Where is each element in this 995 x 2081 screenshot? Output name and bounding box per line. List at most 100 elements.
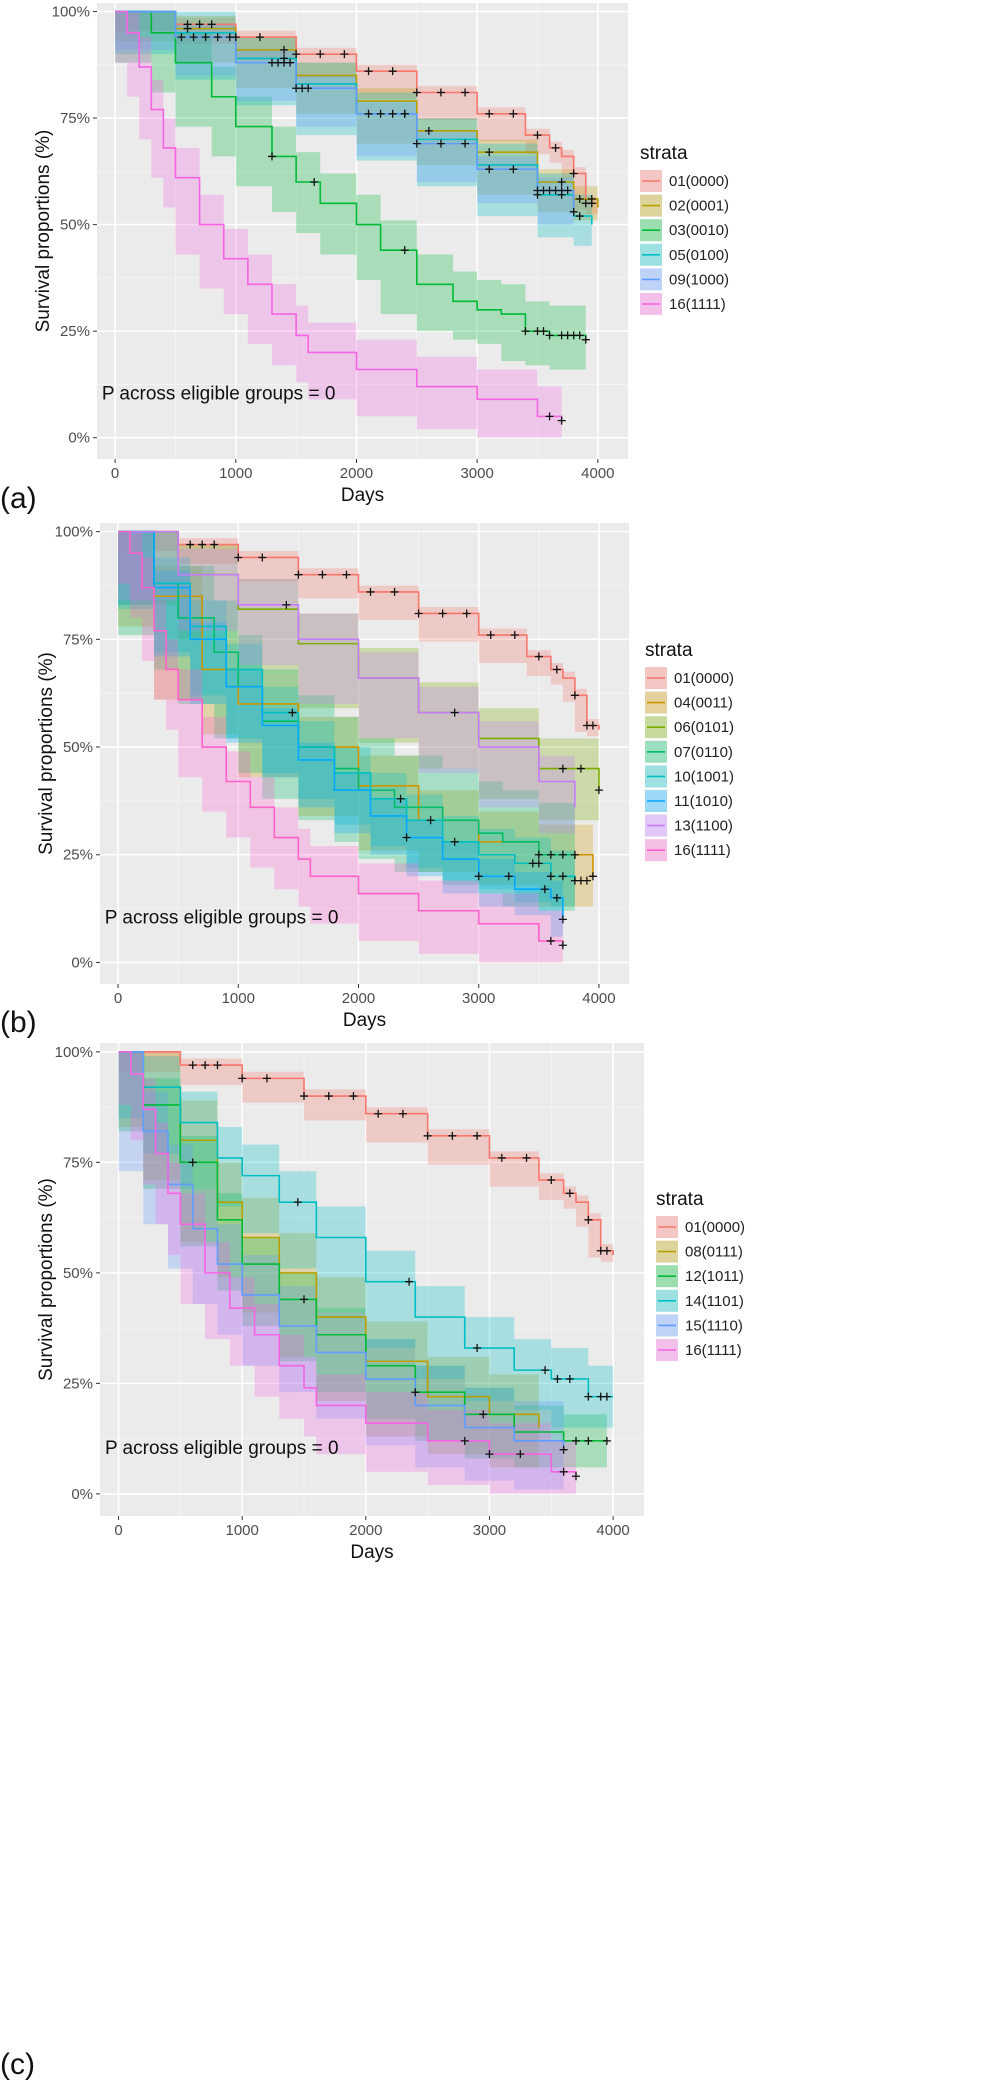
- censor-mark: [509, 109, 518, 118]
- censor-mark: [402, 833, 411, 842]
- legend-item-10(1001): 10(1001): [645, 765, 734, 788]
- y-axis-title: Survival proportions (%): [33, 130, 54, 333]
- legend-title: strata: [645, 640, 693, 661]
- censor-mark: [400, 109, 409, 118]
- censor-mark: [565, 1189, 574, 1198]
- legend-item-08(0111): 08(0111): [656, 1240, 743, 1263]
- y-tick-label: 100%: [55, 524, 93, 541]
- censor-mark: [485, 1450, 494, 1459]
- censor-mark: [479, 1410, 488, 1419]
- censor-mark: [545, 412, 554, 421]
- censor-mark: [294, 570, 303, 579]
- censor-mark: [282, 600, 291, 609]
- legend-item-03(0010): 03(0010): [640, 219, 729, 242]
- legend-label: 16(1111): [674, 842, 731, 859]
- censor-mark: [558, 915, 567, 924]
- censor-mark: [461, 88, 470, 97]
- x-tick-label: 0: [114, 1522, 122, 1539]
- x-tick-label: 3000: [460, 465, 493, 482]
- censor-mark: [552, 893, 561, 902]
- censor-mark: [584, 1392, 593, 1401]
- x-tick-label: 2000: [349, 1522, 382, 1539]
- censor-mark: [461, 139, 470, 148]
- legend-item-16(1111): 16(1111): [645, 839, 731, 862]
- legend-label: 05(0100): [669, 247, 729, 264]
- x-tick-label: 4000: [596, 1522, 629, 1539]
- censor-mark: [436, 139, 445, 148]
- censor-mark: [575, 195, 584, 204]
- legend-label: 12(1011): [685, 1268, 744, 1285]
- censor-mark: [572, 1436, 580, 1445]
- censor-mark: [569, 169, 578, 178]
- legend-label: 07(0110): [674, 744, 733, 761]
- p-value-annotation: P across eligible groups = 0: [102, 383, 336, 404]
- censor-mark: [559, 1467, 568, 1476]
- ci-band-12(1011): [118, 1051, 607, 1468]
- survival-curve-11(1010): [118, 530, 564, 920]
- x-tick-label: 2000: [340, 465, 373, 482]
- legend-label: 01(0000): [669, 173, 729, 190]
- censor-mark: [510, 631, 519, 640]
- ci-band-03(0010): [115, 11, 586, 370]
- ci-band-07(0110): [118, 531, 575, 911]
- censor-mark: [460, 1436, 469, 1445]
- ci-band-09(1000): [115, 11, 574, 225]
- legend-item-16(1111): 16(1111): [656, 1339, 742, 1361]
- censor-mark: [400, 246, 409, 255]
- censor-mark: [292, 50, 301, 59]
- y-tick-label: 0%: [71, 954, 93, 971]
- censor-mark: [546, 936, 555, 945]
- censor-mark: [234, 553, 243, 562]
- y-tick-label: 50%: [63, 1265, 93, 1282]
- censor-mark: [552, 665, 561, 674]
- censor-mark: [558, 872, 567, 881]
- y-tick-label: 75%: [60, 110, 90, 127]
- legend-label: 15(1110): [685, 1317, 743, 1334]
- censor-mark: [534, 652, 543, 661]
- censor-mark: [565, 1374, 574, 1383]
- censor-mark: [286, 58, 295, 67]
- legend-item-13(1100): 13(1100): [645, 814, 733, 837]
- censor-mark: [424, 126, 433, 135]
- censor-mark: [450, 837, 459, 846]
- censor-mark: [198, 540, 207, 549]
- ci-band-05(0100): [115, 11, 592, 246]
- legend-label: 16(1111): [685, 1342, 742, 1359]
- legend-label: 10(1001): [674, 768, 734, 785]
- censor-mark: [546, 850, 555, 859]
- survival-curve-10(1001): [118, 530, 576, 881]
- x-axis-title: Days: [343, 1010, 386, 1031]
- censor-mark: [575, 331, 584, 340]
- x-tick-label: 2000: [342, 990, 375, 1007]
- p-value-annotation: P across eligible groups = 0: [105, 1438, 339, 1459]
- legend-label: 14(1101): [685, 1293, 744, 1310]
- legend-title: strata: [656, 1189, 704, 1210]
- legend-title: strata: [640, 143, 688, 164]
- censor-mark: [412, 139, 421, 148]
- censor-mark: [262, 1074, 271, 1083]
- legend-item-06(0101): 06(0101): [645, 716, 734, 739]
- censor-mark: [558, 941, 567, 950]
- y-tick-label: 50%: [60, 217, 90, 234]
- ci-band-02(0001): [115, 11, 598, 221]
- censor-mark: [581, 335, 590, 344]
- ci-band-13(1100): [118, 531, 575, 834]
- censor-mark: [485, 148, 494, 157]
- y-tick-label: 25%: [63, 1375, 93, 1392]
- censor-mark: [545, 331, 554, 340]
- censor-mark: [558, 764, 567, 773]
- ci-band-04(0011): [118, 531, 593, 907]
- censor-mark: [473, 1344, 482, 1353]
- y-axis-title: Survival proportions (%): [36, 652, 57, 855]
- chart-panel-2: 0 1000 2000 3000 4000 0% 25% 50% 75% 100% Days Surv…: [0, 523, 734, 1039]
- censor-mark: [396, 794, 405, 803]
- censor-mark: [553, 1374, 562, 1383]
- survival-curve-16(1111): [115, 10, 563, 421]
- censor-mark: [183, 24, 192, 33]
- censor-mark: [238, 1074, 247, 1083]
- censor-mark: [602, 1436, 611, 1445]
- censor-mark: [569, 207, 578, 216]
- x-axis-title: Days: [350, 1542, 393, 1563]
- legend-item-01(0000): 01(0000): [640, 170, 729, 192]
- censor-mark: [349, 1092, 358, 1101]
